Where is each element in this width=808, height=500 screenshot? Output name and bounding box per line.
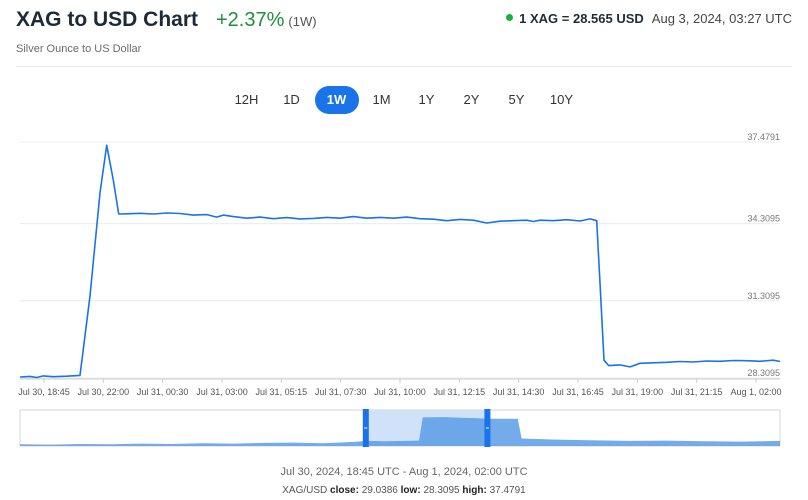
x-tick-label: Jul 30, 18:45 xyxy=(18,387,70,397)
x-tick-label: Jul 30, 22:00 xyxy=(78,387,130,397)
range-tab-12h[interactable]: 12H xyxy=(234,92,259,107)
x-tick-label: Jul 31, 10:00 xyxy=(374,387,426,397)
range-tab-2y[interactable]: 2Y xyxy=(463,92,480,107)
range-tab-1y[interactable]: 1Y xyxy=(418,92,435,107)
live-dot-icon xyxy=(506,14,514,21)
stats-high-label: high: xyxy=(462,485,487,496)
x-tick-label: Jul 31, 07:30 xyxy=(315,387,367,397)
x-tick-label: Jul 31, 05:15 xyxy=(256,387,308,397)
x-tick-label: Jul 31, 19:00 xyxy=(612,387,664,397)
range-tabs: 12H 1D 1W 1M 1Y 2Y 5Y 10Y xyxy=(0,86,808,116)
y-tick-label: 28.3095 xyxy=(747,368,780,378)
y-tick-label: 37.4791 xyxy=(747,132,780,142)
stats-close-label: close: xyxy=(330,485,359,496)
current-price: 1 XAG = 28.565 USD Aug 3, 2024, 03:27 UTC xyxy=(506,11,792,26)
range-tab-1m[interactable]: 1M xyxy=(372,92,391,107)
price-change: +2.37% (1W) xyxy=(216,9,317,32)
x-tick-label: Jul 31, 00:30 xyxy=(137,387,189,397)
price-timestamp: Aug 3, 2024, 03:27 UTC xyxy=(651,11,792,26)
x-tick-label: Aug 1, 02:00 xyxy=(730,387,781,397)
page-title: XAG to USD Chart xyxy=(16,8,199,31)
navigator-area xyxy=(20,417,780,446)
range-tab-1w[interactable]: 1W xyxy=(314,86,359,114)
stats-low-label: low: xyxy=(400,485,421,496)
price-line xyxy=(19,144,781,379)
range-tab-1d[interactable]: 1D xyxy=(283,92,300,107)
chart-stats: XAG/USD close: 29.0386 low: 28.3095 high… xyxy=(0,485,808,496)
x-tick-label: Jul 31, 03:00 xyxy=(196,387,248,397)
range-tab-5y[interactable]: 5Y xyxy=(508,92,525,107)
x-tick-label: Jul 31, 14:30 xyxy=(493,387,545,397)
price-value: 1 XAG = 28.565 USD xyxy=(519,11,644,26)
chart-header: XAG to USD Chart +2.37% (1W) 1 XAG = 28.5… xyxy=(16,6,792,36)
change-period: (1W) xyxy=(288,14,317,29)
y-tick-label: 34.3095 xyxy=(747,214,780,224)
price-chart: 37.4791 34.3095 31.3095 28.3095 Jul 30, 18:4… xyxy=(18,132,782,447)
range-tab-10y[interactable]: 10Y xyxy=(549,92,574,107)
page-subtitle: Silver Ounce to US Dollar xyxy=(16,43,142,55)
divider xyxy=(16,66,792,67)
change-percent: +2.37% xyxy=(216,9,285,31)
stats-high: 37.4791 xyxy=(489,485,526,496)
x-tick-label: Jul 31, 21:15 xyxy=(671,387,723,397)
x-tick-label: Jul 31, 16:45 xyxy=(552,387,604,397)
stats-close: 29.0386 xyxy=(361,485,398,496)
stats-low: 28.3095 xyxy=(423,485,460,496)
stats-pair: XAG/USD xyxy=(282,485,328,496)
x-tick-label: Jul 31, 12:15 xyxy=(434,387,486,397)
date-range-label: Jul 30, 2024, 18:45 UTC - Aug 1, 2024, 0… xyxy=(280,466,528,478)
y-tick-label: 31.3095 xyxy=(747,291,780,301)
